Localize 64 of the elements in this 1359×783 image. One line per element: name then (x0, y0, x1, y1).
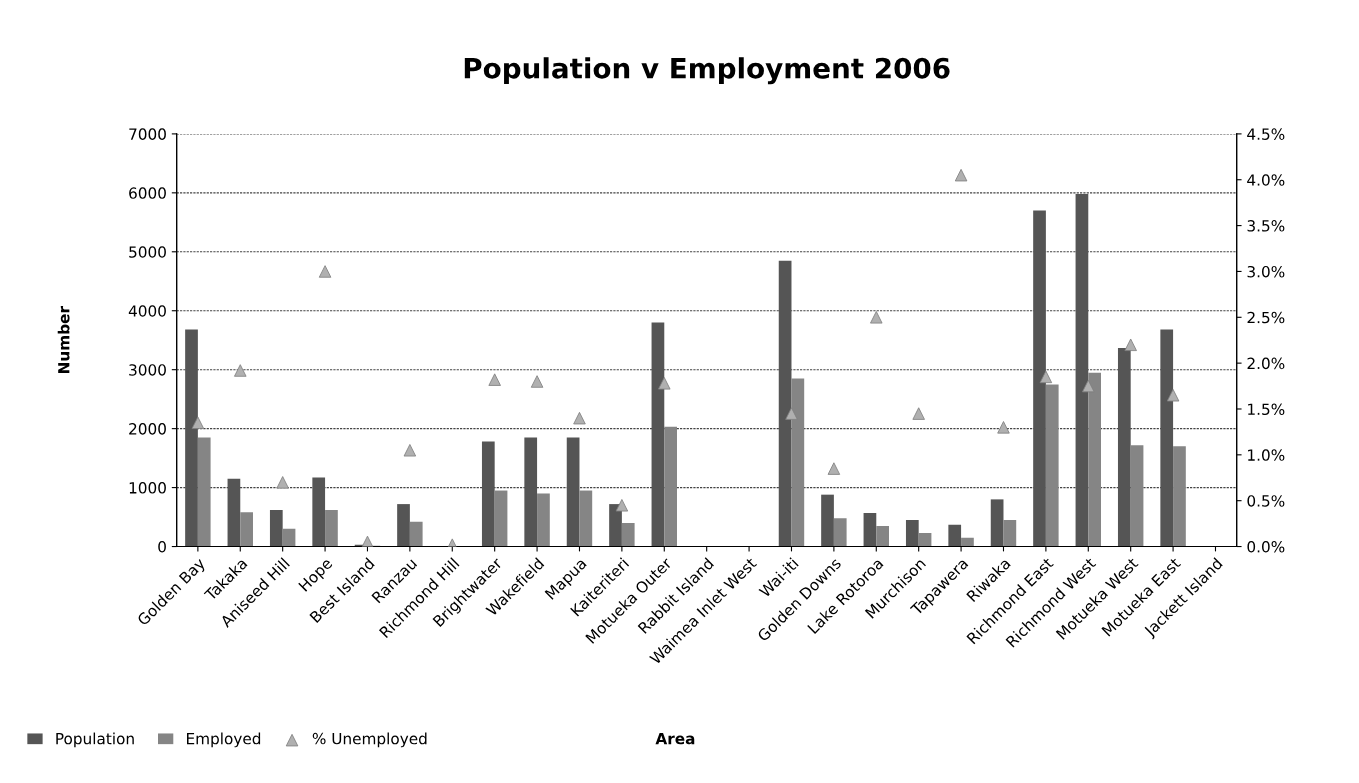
y-tick-label: 7000 (129, 128, 166, 140)
legend-label: % Unemployed (312, 732, 427, 748)
bar (566, 437, 580, 547)
bar (1045, 384, 1059, 547)
y2-tick-label: 3.0% (1247, 265, 1285, 278)
y-tick-label: 1000 (129, 482, 166, 494)
bar (1075, 194, 1089, 547)
bar (197, 437, 211, 547)
y-tick-label: 4000 (128, 305, 166, 317)
y2-tick-label: 0.5% (1247, 495, 1285, 507)
bar (579, 490, 593, 547)
bar (821, 494, 834, 547)
y-tick-label: 3000 (129, 364, 166, 376)
bar (1173, 446, 1186, 547)
y2-tick-label: 4.0% (1247, 174, 1285, 186)
bar (1160, 329, 1174, 547)
bar (240, 512, 253, 547)
bar (778, 260, 792, 547)
legend-label: Population (56, 732, 134, 748)
bar (1130, 445, 1144, 547)
bar (621, 522, 635, 547)
bar (494, 490, 508, 547)
bar (918, 532, 932, 547)
y-axis-title: Number (57, 306, 70, 374)
bar (961, 537, 974, 547)
bar (481, 441, 495, 547)
bar (325, 509, 338, 547)
bar (282, 528, 296, 547)
bar (185, 329, 198, 547)
bar (863, 512, 877, 547)
bar (664, 426, 677, 547)
bar (948, 524, 962, 547)
bar (409, 521, 423, 547)
bar (1088, 372, 1102, 547)
y-tick-label: 2000 (129, 423, 166, 435)
bar (905, 520, 919, 547)
y2-tick-label: 2.0% (1247, 357, 1285, 370)
bar (537, 493, 550, 547)
bar (312, 477, 326, 547)
y2-tick-label: 3.5% (1247, 220, 1285, 232)
bar (524, 437, 538, 547)
y2-tick-label: 1.5% (1248, 403, 1285, 416)
y2-tick-label: 0.0% (1247, 541, 1285, 553)
bar (397, 504, 410, 547)
bar (609, 504, 622, 547)
legend-label: Employed (187, 732, 261, 748)
y2-tick-label: 4.5% (1247, 128, 1285, 140)
bar (833, 518, 847, 547)
bar (651, 322, 665, 547)
y2-tick-label: 1.0% (1248, 449, 1285, 461)
y-tick-label: 5000 (129, 246, 166, 258)
bar (791, 378, 805, 547)
y2-tick-label: 2.5% (1247, 311, 1285, 324)
bar (269, 509, 283, 547)
bar (1117, 347, 1131, 547)
bar (990, 499, 1004, 547)
y-tick-label: 6000 (129, 187, 166, 199)
chart-title: Population v Employment 2006 (464, 57, 950, 85)
x-axis-title: Area (655, 733, 695, 745)
bar (227, 478, 241, 547)
y-tick-label: 0 (158, 541, 166, 553)
bar (1033, 210, 1046, 547)
bar (876, 525, 889, 547)
bar (1003, 520, 1017, 547)
